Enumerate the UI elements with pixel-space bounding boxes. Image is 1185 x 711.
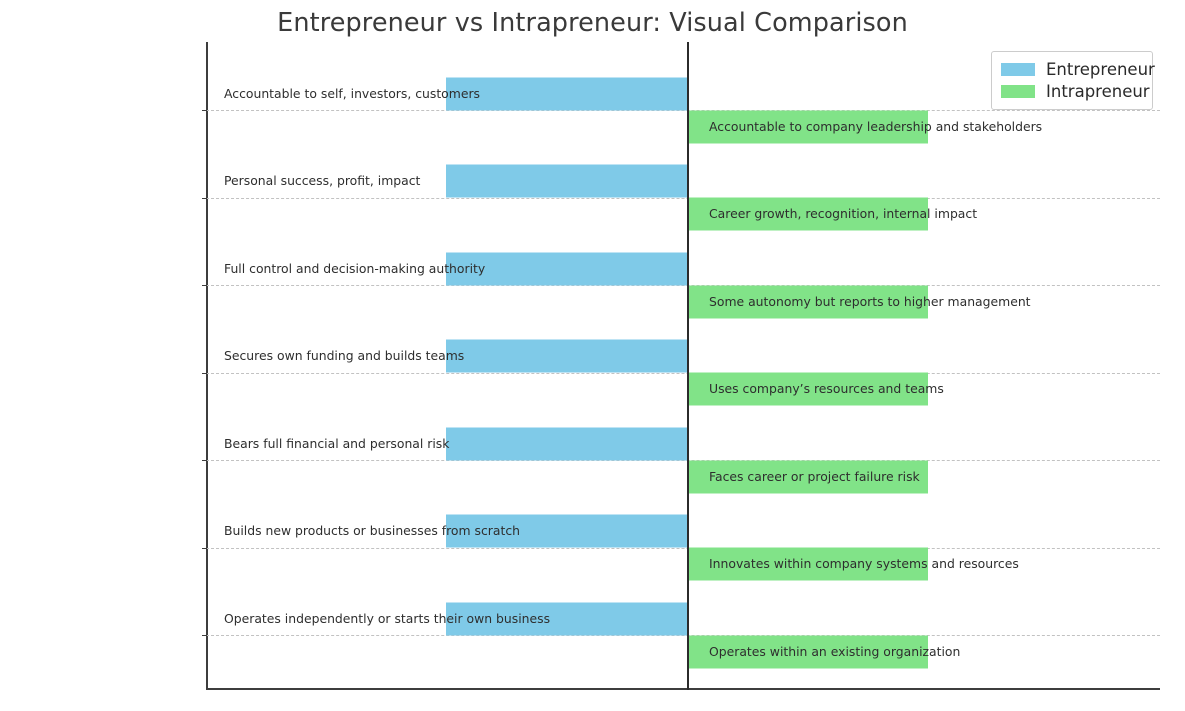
gridline [206, 197, 1160, 199]
x-axis-spine [206, 688, 1160, 690]
center-divider-axis [687, 42, 690, 690]
legend-entry-entrepreneur: Entrepreneur [1001, 58, 1155, 80]
gridline [206, 372, 1160, 374]
legend-label-entrepreneur: Entrepreneur [1046, 59, 1155, 79]
gridline [206, 547, 1160, 549]
bar-entrepreneur [446, 514, 687, 548]
bar-intrapreneur [687, 285, 928, 318]
bar-label-entrepreneur: Secures own funding and builds teams [224, 347, 465, 363]
gridline [206, 460, 1160, 461]
y-axis-tick [201, 460, 207, 461]
gridline [206, 285, 1160, 286]
legend-entry-intrapreneur: Intrapreneur [1001, 80, 1150, 102]
bar-label-intrapreneur: Some autonomy but reports to higher mana… [709, 293, 1031, 309]
y-axis-tick [201, 110, 207, 111]
bar-label-entrepreneur: Personal success, profit, impact [224, 172, 421, 188]
y-axis-tick [201, 635, 207, 636]
bar-intrapreneur [687, 110, 928, 143]
y-axis-tick [201, 547, 207, 549]
gridline [206, 635, 1160, 636]
chart-title: Entrepreneur vs Intrapreneur: Visual Com… [277, 8, 908, 38]
bar-label-intrapreneur: Uses company’s resources and teams [709, 380, 944, 396]
bar-entrepreneur [446, 427, 687, 460]
y-axis-spine [206, 42, 208, 690]
bar-label-intrapreneur: Career growth, recognition, internal imp… [709, 205, 978, 221]
bar-entrepreneur [446, 164, 687, 198]
bar-intrapreneur [687, 460, 928, 493]
bar-label-intrapreneur: Faces career or project failure risk [709, 468, 920, 484]
chart-legend: Entrepreneur Intrapreneur [991, 51, 1155, 110]
legend-label-intrapreneur: Intrapreneur [1046, 81, 1150, 101]
bar-entrepreneur [446, 252, 687, 285]
y-axis-tick [201, 197, 207, 199]
y-axis-tick [201, 285, 207, 286]
bar-label-entrepreneur: Accountable to self, investors, customer… [224, 85, 481, 101]
bar-label-entrepreneur: Full control and decision-making authori… [224, 260, 486, 276]
bar-label-intrapreneur: Operates within an existing organization [709, 643, 961, 659]
bar-label-intrapreneur: Innovates within company systems and res… [709, 555, 1019, 571]
bar-entrepreneur [446, 77, 687, 110]
plot-area: AccountabilityMotivationAutonomyResource… [201, 42, 1160, 690]
legend-swatch-entrepreneur [1001, 62, 1035, 76]
bar-label-intrapreneur: Accountable to company leadership and st… [709, 118, 1043, 134]
bar-intrapreneur [687, 547, 928, 581]
bar-intrapreneur [687, 197, 928, 231]
bar-label-entrepreneur: Operates independently or starts their o… [224, 610, 551, 626]
bar-intrapreneur [687, 635, 928, 668]
bar-entrepreneur [446, 339, 687, 373]
legend-swatch-intrapreneur [1001, 84, 1035, 98]
bar-intrapreneur [687, 372, 928, 406]
bar-label-entrepreneur: Bears full financial and personal risk [224, 435, 450, 451]
bar-label-entrepreneur: Builds new products or businesses from s… [224, 522, 520, 538]
bar-entrepreneur [446, 602, 687, 635]
gridline [206, 110, 1160, 111]
y-axis-tick [201, 372, 207, 374]
